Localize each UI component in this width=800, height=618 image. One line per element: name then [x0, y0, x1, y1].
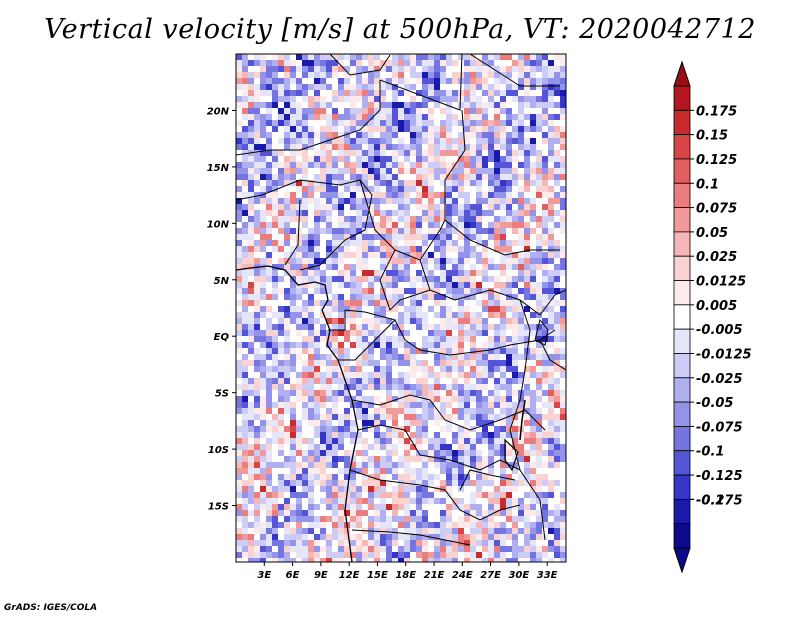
colorbar-swatch: [673, 109, 691, 136]
grads-credit: GrADS: IGES/COLA: [4, 603, 98, 613]
lat-tick-label: EQ: [214, 332, 230, 343]
colorbar-label: -0.2: [696, 493, 724, 508]
colorbar-swatch: [673, 207, 691, 233]
colorbar-swatch: [673, 280, 691, 306]
chart-title: Vertical velocity [m/s] at 500hPa, VT: 2…: [44, 14, 756, 45]
colorbar-label: -0.175: [696, 493, 743, 508]
colorbar-swatch: [673, 231, 691, 257]
map-frame: [235, 53, 567, 563]
colorbar-label: 0.15: [696, 129, 728, 144]
colorbar-swatch: [673, 426, 691, 452]
lon-tick-label: 9E: [314, 570, 328, 581]
colorbar-swatch: [673, 353, 691, 379]
colorbar-swatch: [673, 523, 691, 549]
lon-tick-label: 18E: [395, 570, 416, 581]
vertical-velocity-field: [236, 54, 566, 562]
lon-tick-label: 12E: [339, 570, 360, 581]
lon-tick-label: 21E: [424, 570, 445, 581]
colorbar-label: 0.005: [696, 299, 737, 314]
colorbar-swatch: [673, 498, 691, 525]
longitude-axis: 3E 6E 9E 12E 15E 18E 21E 24E 27E 30E 33E: [257, 562, 558, 581]
colorbar-label: -0.1: [696, 445, 724, 460]
colorbar-label: 0.05: [696, 226, 728, 241]
colorbar-label: -0.0125: [696, 347, 752, 362]
lon-tick-label: 30E: [508, 570, 529, 581]
colorbar-label: 0.025: [696, 250, 737, 265]
lon-tick-label: 15E: [367, 570, 388, 581]
lon-tick-label: 24E: [452, 570, 473, 581]
latitude-axis: 20N 15N 10N 5N EQ 5S 10S 15S: [207, 106, 236, 513]
colorbar-label: -0.05: [696, 396, 733, 411]
lat-tick-label: 5N: [214, 276, 230, 287]
lon-tick-label: 6E: [286, 570, 300, 581]
colorbar-label: -0.025: [696, 372, 743, 387]
colorbar-label: 0.0125: [696, 275, 746, 290]
colorbar-swatch: [673, 450, 691, 476]
lat-tick-label: 10S: [208, 445, 229, 456]
colorbar-label: -0.005: [696, 323, 743, 338]
lat-tick-label: 5S: [215, 389, 229, 400]
colorbar-swatch: [673, 328, 691, 354]
country-borders: [236, 54, 566, 562]
colorbar-swatch: [673, 85, 691, 111]
lat-tick-label: 15N: [207, 163, 230, 174]
colorbar-swatch: [673, 377, 691, 403]
colorbar-swatch: [673, 304, 691, 330]
colorbar-swatch: [673, 474, 691, 500]
colorbar-swatch: [673, 182, 691, 208]
colorbar-swatch: [673, 255, 691, 281]
colorbar-label: 0.125: [696, 153, 737, 168]
lat-tick-label: 15S: [208, 502, 229, 513]
colorbar-swatch: [673, 134, 691, 160]
lat-tick-label: 20N: [207, 106, 230, 117]
colorbar-label: -0.125: [696, 469, 743, 484]
lon-tick-label: 33E: [537, 570, 558, 581]
colorbar-swatch: [673, 158, 691, 184]
colorbar-swatch: [673, 401, 691, 427]
lat-tick-label: 10N: [207, 219, 230, 230]
colorbar: 0.175 0.15 0.125 0.1 0.075 0.05 0.025 0.0125 0.0…: [673, 60, 752, 574]
colorbar-label: 0.1: [696, 177, 719, 192]
lon-tick-label: 27E: [480, 570, 501, 581]
colorbar-label: 0.175: [696, 104, 737, 119]
lon-tick-label: 3E: [257, 570, 271, 581]
colorbar-label: 0.075: [696, 202, 737, 217]
colorbar-label: -0.075: [696, 420, 743, 435]
